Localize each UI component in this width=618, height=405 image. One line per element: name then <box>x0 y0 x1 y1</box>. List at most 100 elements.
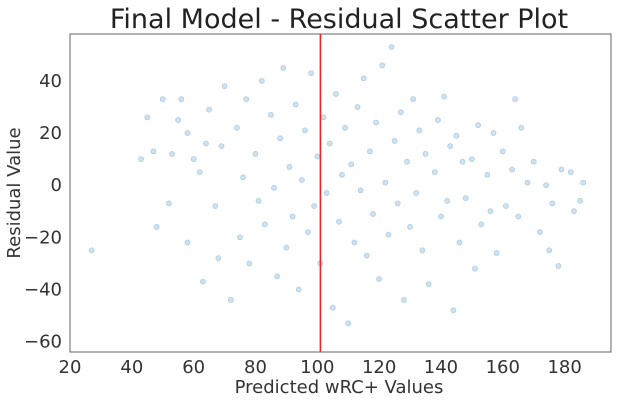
data-point <box>400 296 407 303</box>
data-point <box>233 124 240 131</box>
chart-title: Final Model - Residual Scatter Plot <box>110 4 568 35</box>
y-tick-label: −20 <box>24 227 62 248</box>
data-point <box>388 44 395 50</box>
y-tick-label: −40 <box>24 279 62 300</box>
data-point <box>175 117 182 123</box>
data-point <box>515 213 522 220</box>
data-point <box>391 137 398 144</box>
data-point <box>459 158 466 165</box>
data-point <box>351 239 358 246</box>
data-point <box>422 150 429 157</box>
data-point <box>410 96 416 103</box>
data-point <box>518 124 525 131</box>
y-axis-ticks: −60 −40 −20 0 20 40 <box>24 71 62 353</box>
data-point <box>252 150 259 157</box>
data-point <box>339 171 345 178</box>
plot-area <box>69 33 612 353</box>
y-tick-label: 40 <box>39 71 62 92</box>
data-point <box>472 265 478 272</box>
x-tick-label: 60 <box>182 357 205 378</box>
data-point <box>512 96 519 103</box>
data-point <box>373 119 379 126</box>
scatter-points <box>88 44 587 327</box>
data-point <box>215 255 222 262</box>
data-point <box>206 106 212 113</box>
data-point <box>366 148 373 155</box>
data-point <box>277 135 284 142</box>
data-point <box>258 78 265 84</box>
data-point <box>360 75 367 82</box>
data-point <box>274 273 280 280</box>
x-tick-label: 140 <box>424 357 458 378</box>
data-point <box>379 62 386 69</box>
data-point <box>404 158 410 165</box>
data-point <box>342 124 348 131</box>
data-point <box>444 197 451 204</box>
data-point <box>336 218 342 225</box>
data-point <box>397 109 404 116</box>
data-point <box>499 148 506 155</box>
data-point <box>537 229 543 235</box>
x-tick-label: 180 <box>547 357 581 378</box>
data-point <box>416 127 423 134</box>
data-point <box>354 104 361 110</box>
data-point <box>169 150 175 157</box>
data-point <box>555 263 562 269</box>
x-tick-label: 40 <box>120 357 143 378</box>
data-point <box>271 184 277 191</box>
data-point <box>558 166 565 173</box>
x-tick-label: 20 <box>59 357 82 378</box>
data-point <box>441 93 447 100</box>
data-point <box>267 111 274 118</box>
y-tick-label: −60 <box>24 332 62 353</box>
data-point <box>453 132 460 139</box>
data-point <box>88 247 95 254</box>
data-point <box>261 221 268 228</box>
data-point <box>567 169 574 175</box>
data-point <box>153 223 160 230</box>
data-point <box>144 114 151 121</box>
data-point <box>196 169 203 175</box>
data-point <box>413 190 420 196</box>
x-axis-ticks: 20 40 60 80 100 120 140 160 180 <box>59 357 582 378</box>
data-point <box>425 281 432 288</box>
data-point <box>571 208 577 215</box>
data-point <box>543 182 549 189</box>
data-point <box>493 250 500 256</box>
data-point <box>434 117 441 123</box>
data-point <box>394 200 401 207</box>
data-point <box>363 252 370 259</box>
y-axis-label: Residual Value <box>4 127 25 258</box>
data-point <box>438 213 444 220</box>
data-point <box>407 223 413 230</box>
data-point <box>178 96 185 103</box>
data-point <box>246 260 253 267</box>
data-point <box>308 70 314 76</box>
data-point <box>323 190 330 196</box>
data-point <box>301 127 308 134</box>
data-point <box>295 286 302 293</box>
data-point <box>419 247 426 254</box>
data-point <box>283 244 290 251</box>
y-tick-label: 0 <box>51 175 62 196</box>
data-point <box>456 239 463 246</box>
data-point <box>165 200 172 207</box>
data-point <box>580 179 587 186</box>
data-point <box>475 122 481 129</box>
data-point <box>376 276 382 282</box>
data-point <box>490 130 497 136</box>
x-tick-label: 120 <box>362 357 396 378</box>
data-point <box>326 140 333 147</box>
data-point <box>332 91 339 97</box>
data-point <box>237 234 243 241</box>
data-point <box>221 83 228 89</box>
data-point <box>450 307 457 314</box>
data-point <box>462 195 469 202</box>
data-point <box>203 140 209 147</box>
data-point <box>286 163 293 170</box>
data-point <box>509 166 515 173</box>
data-point <box>305 229 311 235</box>
data-point <box>218 143 225 149</box>
data-point <box>190 156 197 162</box>
data-point <box>159 96 166 103</box>
